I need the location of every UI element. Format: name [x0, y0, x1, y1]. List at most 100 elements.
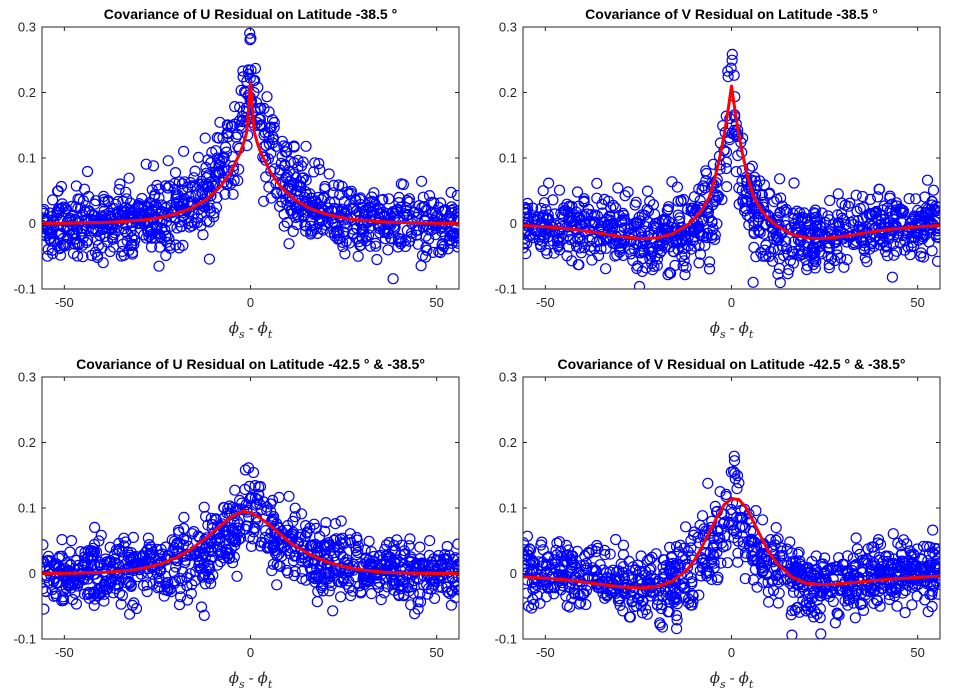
scatter-point	[293, 211, 305, 223]
scatter-point	[210, 534, 222, 546]
scatter-point	[151, 543, 163, 556]
scatter-point	[226, 524, 238, 536]
scatter-point	[405, 599, 417, 611]
plot-area	[42, 27, 459, 285]
scatter-point	[892, 537, 904, 549]
scatter-point	[645, 570, 657, 582]
scatter-point	[599, 263, 612, 275]
chart-title-text: Covariance of V Residual on Latitude -42…	[557, 356, 840, 372]
y-tick-label: -0.1	[495, 282, 517, 297]
scatter-point	[245, 32, 257, 45]
scatter-point	[420, 251, 432, 263]
scatter-point	[229, 100, 241, 113]
scatter-point	[731, 483, 743, 495]
scatter-point	[60, 238, 72, 251]
scatter-point	[428, 578, 440, 591]
scatter-point	[875, 561, 887, 573]
scatter-point	[181, 580, 193, 592]
scatter-point	[850, 532, 862, 544]
scatter-point	[645, 590, 657, 602]
scatter-point	[879, 576, 892, 588]
scatter-point	[787, 257, 800, 269]
scatter-point	[81, 588, 94, 601]
scatter-point	[717, 517, 729, 530]
scatter-point	[711, 539, 723, 551]
scatter-point	[329, 230, 341, 242]
scatter-point	[700, 547, 712, 560]
scatter-point	[239, 464, 251, 476]
scatter-point	[215, 555, 227, 568]
scatter-point	[932, 588, 940, 600]
scatter-point	[868, 240, 880, 252]
scatter-point	[164, 583, 176, 596]
scatter-point	[652, 229, 664, 241]
scatter-point	[743, 219, 755, 231]
scatter-point	[410, 557, 422, 570]
scatter-point	[703, 263, 716, 275]
scatter-point	[610, 533, 622, 546]
scatter-point	[693, 226, 705, 238]
scatter-point	[535, 539, 547, 551]
scatter-point	[597, 587, 609, 599]
scatter-point	[899, 244, 911, 256]
scatter-point	[630, 216, 642, 228]
scatter-point	[110, 573, 122, 586]
y-tick-label: -0.1	[14, 632, 36, 647]
scatter-point	[269, 547, 281, 559]
scatter-point	[916, 561, 928, 573]
scatter-point	[717, 120, 729, 132]
scatter-point	[304, 188, 316, 200]
scatter-point	[580, 557, 593, 570]
scatter-point	[694, 195, 706, 207]
scatter-point	[887, 558, 899, 570]
scatter-point	[71, 578, 83, 590]
scatter-point	[729, 473, 741, 485]
scatter-point	[523, 530, 533, 542]
scatter-point	[562, 544, 575, 556]
scatter-point	[363, 229, 375, 241]
scatter-point	[770, 534, 782, 546]
x-tick-label: -50	[536, 295, 555, 310]
scatter-point	[831, 607, 843, 619]
chart-panel-2: -0.1 0 0.1 0.2 0.3 -50 0 50 Covariance of V Resi…	[495, 6, 941, 341]
scatter-point	[200, 541, 212, 553]
scatter-point	[49, 587, 62, 600]
scatter-point	[124, 576, 136, 589]
scatter-point	[85, 213, 97, 225]
scatter-point	[365, 567, 377, 580]
scatter-point	[578, 242, 590, 254]
scatter-point	[842, 599, 854, 611]
scatter-point	[633, 565, 646, 577]
scatter-point	[721, 557, 734, 569]
scatter-point	[271, 579, 283, 591]
scatter-point	[707, 539, 720, 551]
scatter-point	[249, 480, 261, 492]
scatter-point	[523, 600, 535, 612]
scatter-point	[827, 219, 839, 231]
scatter-point	[213, 159, 225, 171]
scatter-point	[569, 215, 581, 228]
scatter-point	[196, 571, 209, 583]
scatter-point	[126, 238, 138, 251]
scatter-point	[76, 225, 88, 237]
scatter-point	[403, 196, 415, 208]
scatter-point	[815, 628, 827, 639]
scatter-point	[401, 194, 413, 207]
chart-title: Covariance of V Residual on Latitude -42…	[557, 356, 905, 372]
scatter-point	[675, 568, 687, 580]
scatter-point	[348, 202, 360, 215]
scatter-point	[551, 537, 563, 549]
scatter-point	[708, 557, 720, 569]
scatter-point	[721, 181, 733, 193]
scatter-point	[685, 243, 697, 255]
scatter-point	[203, 560, 215, 573]
scatter-point	[844, 593, 856, 606]
scatter-point	[770, 521, 782, 534]
scatter-point	[249, 492, 261, 504]
scatter-point	[268, 540, 280, 553]
scatter-point	[556, 209, 569, 221]
scatter-point	[205, 577, 217, 590]
scatter-point	[175, 591, 187, 603]
scatter-point	[873, 563, 885, 575]
scatter-point	[404, 533, 416, 545]
